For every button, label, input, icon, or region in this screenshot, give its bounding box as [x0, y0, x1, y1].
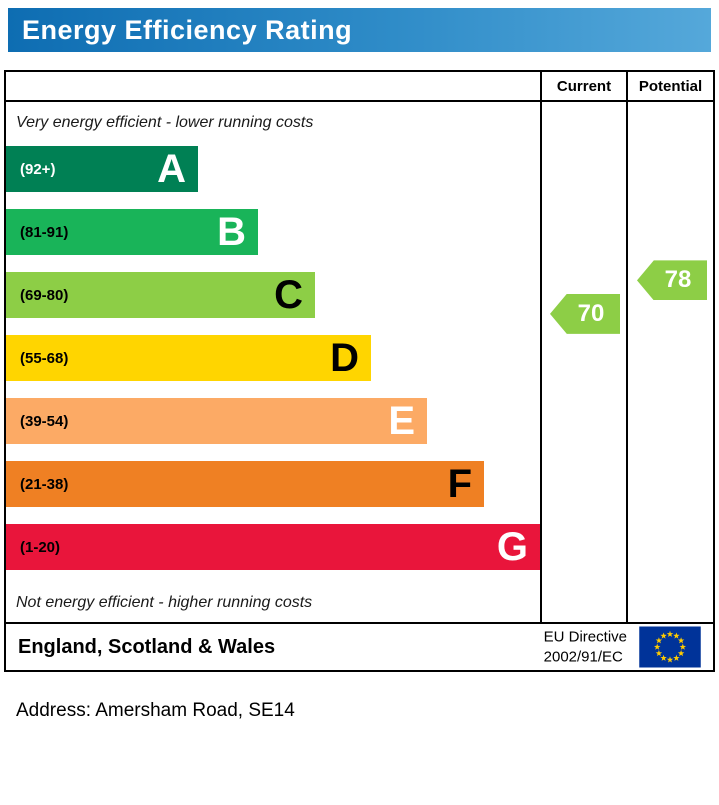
potential-rating-marker: 78 [637, 260, 707, 301]
band-bar-d: (55-68) D [6, 335, 371, 381]
band-row-d: (55-68) D [6, 335, 540, 381]
current-rating-value: 70 [577, 299, 605, 327]
current-column-header: Current [542, 72, 628, 100]
potential-column-header: Potential [638, 77, 703, 95]
band-bar-e: (39-54) E [6, 398, 427, 444]
region-label: England, Scotland & Wales [18, 635, 276, 658]
band-bar-b: (81-91) B [6, 209, 258, 255]
band-letter: D [330, 336, 359, 380]
table-footer-row: England, Scotland & Wales EU Directive 2… [6, 624, 713, 670]
band-range-label: (55-68) [20, 349, 69, 367]
band-bar-g: (1-20) G [6, 524, 540, 570]
band-range-label: (81-91) [20, 223, 69, 241]
current-column: 70 [542, 102, 628, 622]
band-range-label: (21-38) [20, 475, 69, 493]
band-letter: G [496, 525, 528, 569]
eu-directive-line1: EU Directive [543, 628, 627, 646]
band-letter: B [217, 210, 246, 254]
chart-title: Energy Efficiency Rating [22, 14, 353, 45]
band-bar-a: (92+) A [6, 146, 198, 192]
band-letter: F [447, 462, 472, 506]
current-rating-marker: 70 [550, 293, 620, 334]
top-note: Very energy efficient - lower running co… [16, 114, 314, 131]
address-line: Address: Amersham Road, SE14 [16, 700, 295, 721]
rating-bands: (92+) A (81-91) B (69-80) C (55-68) D (39-54) E (2… [6, 146, 540, 587]
eu-directive-line2: 2002/91/EC [543, 648, 623, 665]
chart-area: Very energy efficient - lower running co… [6, 102, 542, 622]
chart-body: Very energy efficient - lower running co… [6, 102, 713, 624]
band-bar-c: (69-80) C [6, 272, 315, 318]
epc-table: Current Potential Very energy efficient … [4, 70, 715, 672]
chart-title-bar: Energy Efficiency Rating [8, 8, 711, 52]
potential-rating-value: 78 [664, 266, 692, 294]
band-letter: C [274, 273, 303, 317]
band-range-label: (92+) [20, 160, 56, 178]
band-range-label: (1-20) [20, 538, 61, 556]
band-range-label: (69-80) [20, 286, 69, 304]
eu-flag-icon [639, 626, 701, 668]
band-row-g: (1-20) G [6, 524, 540, 570]
band-row-e: (39-54) E [6, 398, 540, 444]
eu-directive-label: EU Directive 2002/91/EC [544, 628, 627, 667]
band-row-f: (21-38) F [6, 461, 540, 507]
chart-column-header-spacer [6, 72, 542, 100]
band-row-a: (92+) A [6, 146, 540, 192]
band-letter: E [388, 399, 415, 443]
band-letter: A [157, 147, 186, 191]
band-row-b: (81-91) B [6, 209, 540, 255]
potential-column: 78 [628, 102, 713, 622]
band-row-c: (69-80) C [6, 272, 540, 318]
table-header-row: Current Potential [6, 72, 713, 102]
band-bar-f: (21-38) F [6, 461, 484, 507]
band-range-label: (39-54) [20, 412, 69, 430]
bottom-note: Not energy efficient - higher running co… [16, 594, 313, 611]
